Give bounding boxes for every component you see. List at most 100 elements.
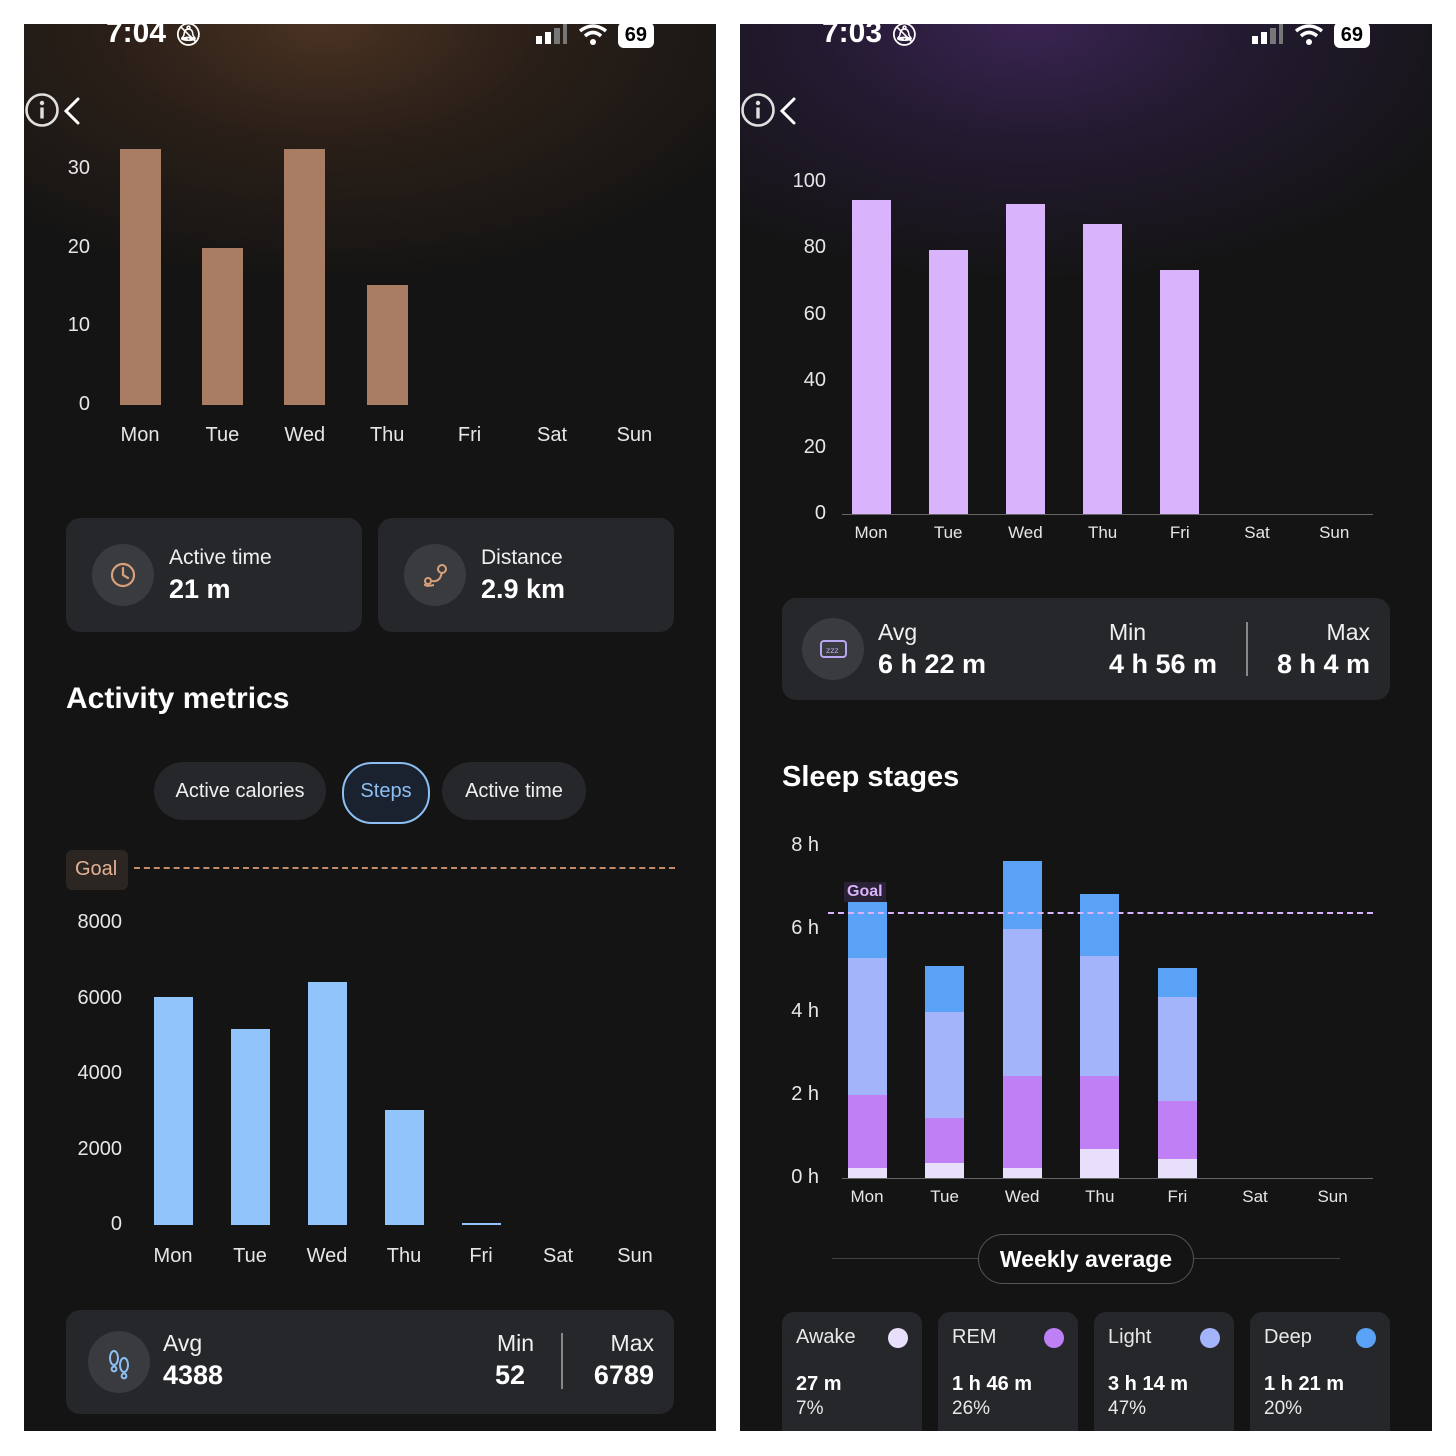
x-axis-line xyxy=(842,1178,1373,1179)
status-time: 7:03 🔕︎ xyxy=(822,24,919,49)
x-tick-label: Fri xyxy=(1167,1187,1188,1206)
distance-value: 2.9 km xyxy=(481,574,566,604)
min-value: 52 xyxy=(494,1360,525,1390)
chip-active-time[interactable]: Active time xyxy=(442,762,586,820)
x-tick-label: Mon xyxy=(120,424,160,446)
avg-label: Avg xyxy=(878,619,918,645)
x-tick-label: Mon xyxy=(153,1245,193,1267)
sleep-icon: zzz xyxy=(820,640,847,658)
x-tick-label: Wed xyxy=(284,424,326,446)
bar-mon xyxy=(119,149,161,405)
wifi-icon xyxy=(1294,24,1323,45)
goal-line xyxy=(134,867,675,869)
bell-off-icon: 🔕︎ xyxy=(174,24,203,47)
stack-awake-fri xyxy=(1157,1159,1197,1178)
avg-label: Avg xyxy=(163,1330,203,1356)
x-axis-line xyxy=(842,514,1373,515)
x-tick-label: Sun xyxy=(616,424,653,446)
x-tick-label: Fri xyxy=(457,424,482,446)
y-tick-label: 8 h xyxy=(791,834,819,856)
y-tick-label: 100 xyxy=(792,170,826,192)
x-tick-label: Sun xyxy=(617,1245,653,1267)
y-tick-label: 20 xyxy=(803,435,826,458)
battery-indicator: 69 xyxy=(617,24,654,48)
x-tick-label: Thu xyxy=(1087,523,1118,542)
divider xyxy=(1246,622,1248,676)
signal-icon xyxy=(1251,24,1283,44)
chip-steps[interactable]: Steps xyxy=(342,762,430,824)
steps-summary-card: Avg 4388 Min 52 Max 6789 xyxy=(66,1310,674,1414)
y-tick-label: 0 h xyxy=(791,1166,819,1188)
stack-rem-fri xyxy=(1157,1101,1197,1160)
min-value: 4 h 56 m xyxy=(1109,649,1218,679)
x-tick-label: Thu xyxy=(1085,1187,1115,1206)
bar-tue xyxy=(230,1028,270,1225)
divider xyxy=(561,1333,563,1389)
y-tick-label: 4000 xyxy=(77,1062,123,1085)
rem-dot-icon xyxy=(1044,1328,1064,1348)
y-tick-label: 40 xyxy=(803,369,826,392)
bar-mon xyxy=(153,996,193,1225)
stack-light-wed xyxy=(1002,929,1042,1077)
distance-card[interactable]: Distance 2.9 km xyxy=(378,518,674,632)
stack-light-tue xyxy=(925,1012,965,1118)
goal-label: Goal xyxy=(844,882,886,903)
y-tick-label: 80 xyxy=(803,236,826,259)
active-time-label: Active time xyxy=(169,546,272,569)
bar-fri xyxy=(1160,269,1200,514)
bar-thu xyxy=(1083,223,1123,514)
active-time-value: 21 m xyxy=(169,574,231,604)
max-label: Max xyxy=(1326,619,1370,645)
bell-off-icon: 🔕︎ xyxy=(890,24,919,47)
x-tick-label: Tue xyxy=(233,1245,267,1267)
avg-value: 6 h 22 m xyxy=(878,649,987,679)
stack-rem-mon xyxy=(847,1095,887,1168)
x-tick-label: Thu xyxy=(369,424,405,446)
stack-awake-mon xyxy=(847,1167,887,1178)
stack-deep-mon xyxy=(847,902,887,959)
x-tick-label: Wed xyxy=(1008,523,1043,542)
section-title-sleep-stages: Sleep stages xyxy=(782,761,960,793)
stack-light-thu xyxy=(1080,955,1120,1077)
x-tick-label: Sat xyxy=(542,1245,574,1267)
stack-rem-tue xyxy=(925,1117,965,1164)
y-tick-label: 60 xyxy=(803,302,826,325)
back-button[interactable] xyxy=(58,96,88,126)
x-tick-label: Sun xyxy=(1317,1187,1348,1206)
bar-wed xyxy=(307,981,347,1225)
stack-light-mon xyxy=(847,958,887,1095)
x-tick-label: Thu xyxy=(386,1245,422,1267)
weekly-average-pill[interactable]: Weekly average xyxy=(978,1234,1194,1284)
sleep-summary-card: zzz Avg 6 h 22 m Min 4 h 56 m Max 8 h 4 … xyxy=(782,598,1390,700)
y-tick-label: 10 xyxy=(67,314,90,337)
x-tick-label: Tue xyxy=(930,1187,959,1206)
x-tick-label: Wed xyxy=(1004,1187,1040,1206)
bar-thu xyxy=(384,1110,424,1225)
clock-icon xyxy=(110,562,136,588)
stack-rem-wed xyxy=(1002,1076,1042,1168)
activity-screen: 7:04 🔕︎ 69 0 10 20 30 Mon Tue Wed Thu Fri Sat Sun xyxy=(24,24,716,1431)
max-label: Max xyxy=(610,1330,654,1356)
stack-awake-tue xyxy=(925,1163,965,1178)
section-title-activity-metrics: Activity metrics xyxy=(66,682,290,715)
stage-card-light: Light 3 h 14 m 47% xyxy=(1094,1312,1234,1431)
bar-mon xyxy=(851,200,891,514)
stack-awake-wed xyxy=(1002,1167,1042,1178)
info-icon[interactable] xyxy=(740,92,776,128)
chip-active-calories[interactable]: Active calories xyxy=(154,762,326,820)
y-tick-label: 2000 xyxy=(77,1137,123,1160)
info-icon[interactable] xyxy=(24,92,60,128)
back-button[interactable] xyxy=(774,96,804,126)
stack-awake-thu xyxy=(1080,1148,1120,1178)
bar-tue xyxy=(928,250,968,514)
bar-fri xyxy=(461,1223,501,1226)
y-tick-label: 8000 xyxy=(77,911,123,934)
y-tick-label: 0 xyxy=(814,502,826,524)
distance-label: Distance xyxy=(481,546,563,569)
bar-tue xyxy=(201,247,243,405)
active-time-card[interactable]: Active time 21 m xyxy=(66,518,362,632)
x-tick-label: Tue xyxy=(933,523,963,542)
status-icons: 69 xyxy=(534,24,654,48)
x-tick-label: Tue xyxy=(205,424,240,446)
x-tick-label: Fri xyxy=(469,1245,493,1267)
